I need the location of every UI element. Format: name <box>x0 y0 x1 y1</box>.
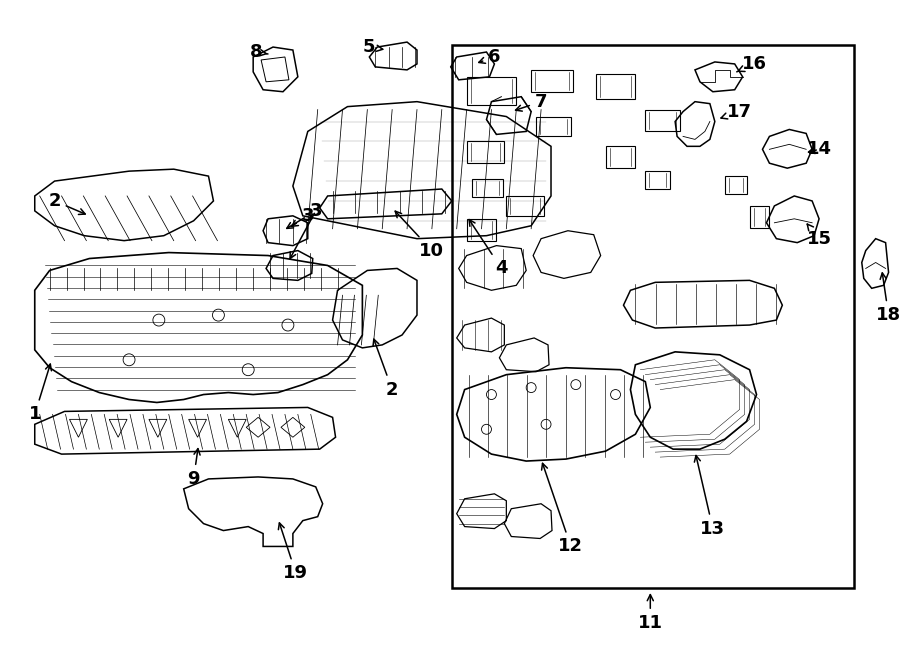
Bar <box>645 110 680 132</box>
Bar <box>596 74 635 98</box>
Bar <box>645 171 670 189</box>
Text: 10: 10 <box>395 211 445 260</box>
Text: 2: 2 <box>49 192 86 214</box>
Text: 7: 7 <box>516 93 547 111</box>
Bar <box>507 196 544 216</box>
Bar <box>750 206 770 228</box>
Text: 18: 18 <box>876 273 900 324</box>
Text: 17: 17 <box>721 102 752 120</box>
Bar <box>536 116 571 136</box>
Text: 3: 3 <box>292 207 314 226</box>
Bar <box>472 179 503 197</box>
Text: 12: 12 <box>542 463 583 555</box>
Text: 8: 8 <box>250 43 268 61</box>
Bar <box>466 77 517 104</box>
Text: 1: 1 <box>29 364 51 424</box>
Text: 13: 13 <box>695 455 725 537</box>
Text: 2: 2 <box>374 339 399 399</box>
Text: 5: 5 <box>363 38 382 56</box>
Text: 19: 19 <box>278 523 309 582</box>
Text: 14: 14 <box>806 140 832 159</box>
Bar <box>466 219 497 241</box>
Bar <box>606 146 635 168</box>
Text: 6: 6 <box>479 48 500 66</box>
Text: 16: 16 <box>737 55 767 73</box>
Bar <box>724 176 747 194</box>
Text: 3: 3 <box>287 202 322 229</box>
Bar <box>452 45 854 588</box>
Bar <box>531 70 573 92</box>
Bar <box>466 141 504 163</box>
Text: 15: 15 <box>806 224 832 248</box>
Text: 9: 9 <box>187 449 200 488</box>
Text: 11: 11 <box>638 595 662 632</box>
Text: 4: 4 <box>469 219 508 278</box>
